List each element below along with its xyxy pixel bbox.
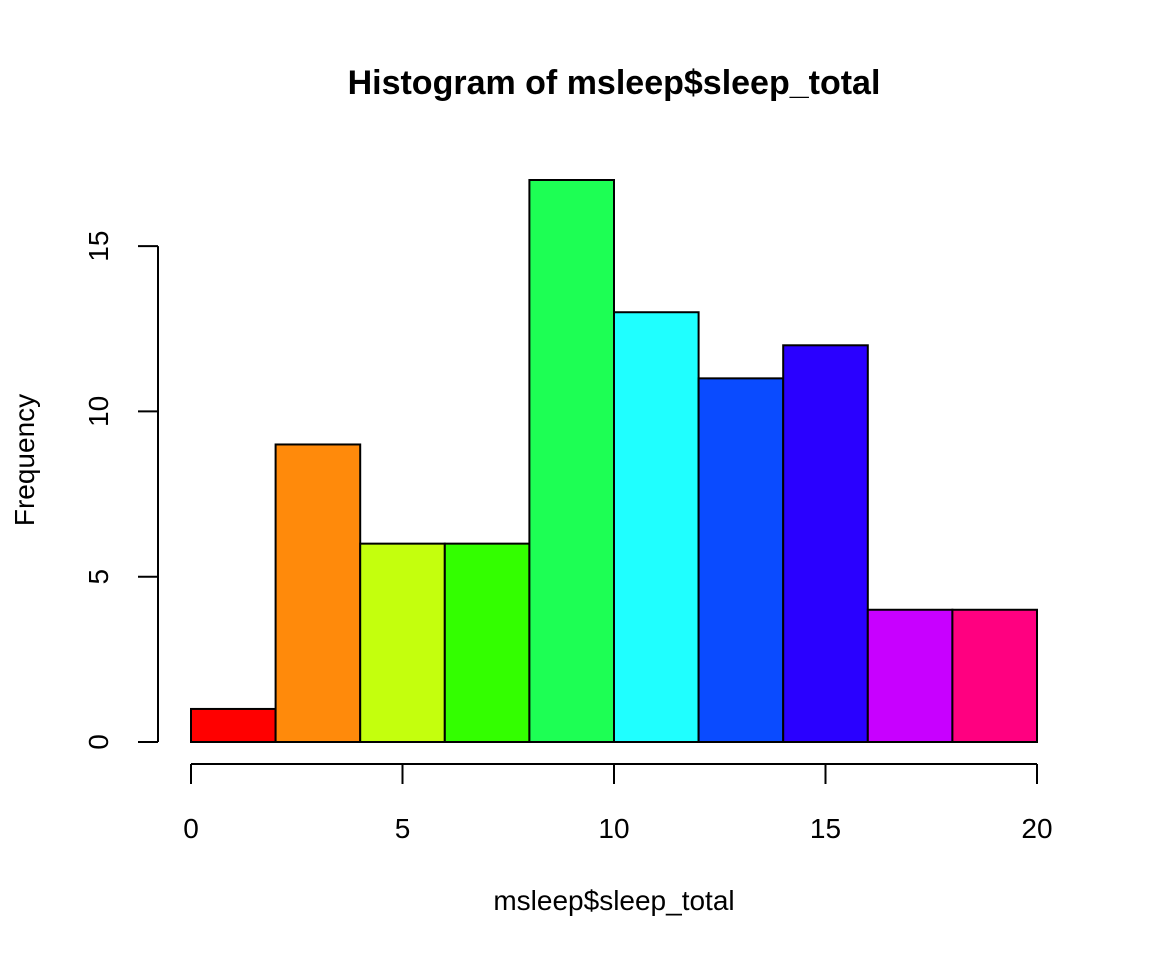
y-tick-label-2: 10 (83, 396, 114, 427)
histogram-bar-7 (782, 344, 869, 743)
x-axis: 0 5 10 15 20 (183, 763, 1053, 844)
x-tick-label-1: 5 (395, 813, 411, 844)
x-axis-label: msleep$sleep_total (493, 885, 734, 916)
histogram-bar-6 (697, 377, 785, 743)
x-tick-label-4: 20 (1021, 813, 1052, 844)
bars-group (190, 179, 1039, 743)
x-tick-label-3: 15 (810, 813, 841, 844)
chart-title: Histogram of msleep$sleep_total (348, 64, 881, 102)
y-axis: 0 5 10 15 (83, 231, 159, 750)
y-axis-label: Frequency (9, 394, 40, 526)
histogram-bar-8 (866, 608, 954, 743)
histogram-bar-5 (613, 311, 700, 743)
x-tick-label-0: 0 (183, 813, 199, 844)
y-tick-label-1: 5 (83, 569, 114, 585)
histogram-bar-0 (190, 707, 277, 743)
histogram-bar-1 (274, 443, 362, 743)
x-tick-label-2: 10 (598, 813, 629, 844)
histogram-bar-9 (951, 608, 1039, 743)
y-tick-label-3: 15 (83, 231, 114, 262)
histogram-bar-3 (443, 542, 531, 743)
histogram-bar-2 (359, 542, 446, 743)
histogram-bar-4 (528, 179, 616, 743)
y-tick-label-0: 0 (83, 734, 114, 750)
